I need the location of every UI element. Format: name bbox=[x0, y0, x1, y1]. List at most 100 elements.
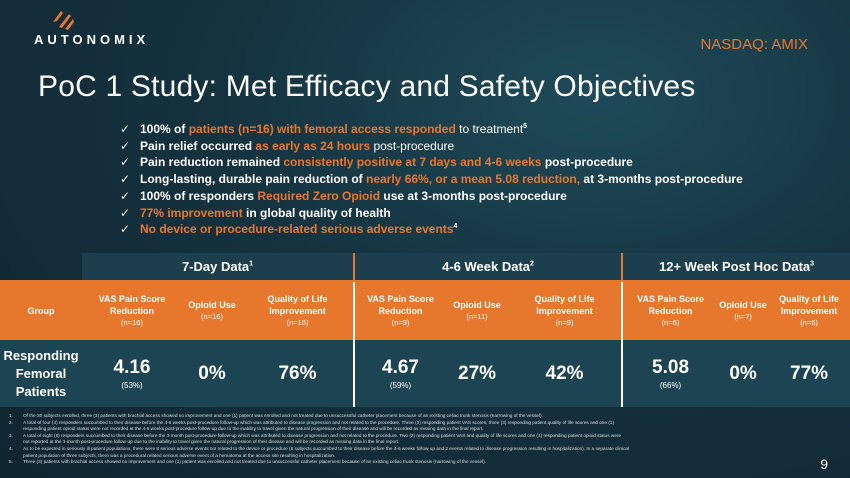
column-title: Opioid Use bbox=[453, 300, 501, 310]
cell-percent: (59%) bbox=[389, 381, 412, 390]
footnote: 4. As to be expected in seriously ill pat… bbox=[9, 446, 819, 453]
bullet-text: Pain reduction remained bbox=[140, 155, 284, 170]
footnote: 1. Of the 20 subjects enrolled, three (3)… bbox=[9, 413, 819, 420]
footnote: 3. A total of eight (8) responders succum… bbox=[9, 433, 819, 440]
column-header: VAS Pain Score Reduction (n=16) bbox=[82, 281, 182, 340]
footnote-number: 2. bbox=[9, 419, 13, 425]
table-cell: 42% bbox=[508, 340, 623, 407]
checkmark-icon: ✓ bbox=[120, 122, 131, 136]
table-cell: 76% bbox=[242, 340, 355, 407]
cell-value: 77% bbox=[790, 362, 829, 384]
bullet-text: 100% of responders bbox=[140, 188, 258, 203]
cell-value: 4.67 bbox=[382, 357, 419, 378]
footnote-text: A total of four (4) responders succumbed… bbox=[23, 419, 615, 425]
bullet-text: post-procedure bbox=[370, 138, 455, 153]
checkmark-icon: ✓ bbox=[120, 205, 131, 220]
footnotes: 1. Of the 20 subjects enrolled, three (3)… bbox=[9, 413, 819, 466]
column-title: Opioid Use bbox=[719, 300, 767, 310]
bullet-text: patients (n=16) with femoral access resp… bbox=[188, 122, 456, 136]
footnote-text: patient population of three subjects, th… bbox=[23, 452, 336, 458]
column-header: Quality of Life Improvement (n=16) bbox=[242, 281, 355, 340]
column-title: Quality of Life Improvement bbox=[534, 294, 595, 316]
footnote: patient population of three subjects, th… bbox=[9, 453, 819, 460]
column-sample-size: (n=9) bbox=[555, 318, 574, 327]
bullet-item: ✓ Pain reduction remained consistently po… bbox=[120, 154, 743, 171]
column-header: Opioid Use (n=7) bbox=[718, 281, 769, 340]
footnote-number: 5. bbox=[9, 459, 13, 465]
column-header: Opioid Use (n=11) bbox=[446, 281, 509, 340]
checkmark-icon: ✓ bbox=[120, 155, 131, 170]
cell-percent: (53%) bbox=[121, 381, 143, 390]
autonomix-mark-icon bbox=[53, 11, 74, 30]
column-header: VAS Pain Score Reduction (n=9) bbox=[353, 281, 447, 340]
cell-percent: (66%) bbox=[659, 381, 682, 390]
column-title: Quality of Life Improvement bbox=[779, 294, 840, 316]
footnote-text: Of the 20 subjects enrolled, three (3) p… bbox=[23, 413, 543, 418]
checkmark-icon: ✓ bbox=[120, 188, 131, 203]
group-sup: 1 bbox=[249, 260, 254, 268]
bullet-item: ✓ No device or procedure-related serious … bbox=[120, 221, 743, 238]
checkmark-icon: ✓ bbox=[120, 172, 131, 187]
row-label: Responding Femoral Patients bbox=[0, 340, 82, 407]
footnote-text: responding patient opioid status were no… bbox=[23, 426, 484, 432]
footnote-text: As to be expected in seriously ill patie… bbox=[23, 445, 630, 451]
group-header-row: 7-Day Data1 4-6 Week Data2 12+ Week Post… bbox=[0, 253, 850, 282]
table-cell: 0% bbox=[718, 340, 769, 407]
bullet-item: ✓ 100% of responders Required Zero Opioid… bbox=[120, 188, 743, 205]
bullet-text: in global quality of health bbox=[242, 205, 391, 220]
column-sample-size: (n=16) bbox=[201, 312, 223, 321]
group-sup: 2 bbox=[530, 260, 534, 268]
column-header: Opioid Use (n=16) bbox=[182, 281, 242, 340]
cell-value: 0% bbox=[198, 362, 226, 384]
bullet-text: as early as 24 hours bbox=[255, 138, 371, 153]
ticker: NASDAQ: AMIX bbox=[700, 36, 808, 53]
brand-name: AUTONOMIX bbox=[34, 32, 150, 47]
bullet-item: ✓ Pain relief occurred as early as 24 hou… bbox=[120, 138, 743, 155]
column-sample-size: (n=7) bbox=[734, 312, 752, 321]
column-title: Quality of Life Improvement bbox=[267, 294, 328, 316]
bullet-item: ✓ 100% of patients (n=16) with femoral ac… bbox=[120, 121, 743, 138]
footnote: 2. A total of four (4) responders succumb… bbox=[9, 420, 819, 427]
bullet-text: at 3-months post-procedure bbox=[580, 172, 743, 187]
group-label: 12+ Week Post Hoc Data bbox=[659, 259, 811, 274]
footnote-text: not reported at the 3-month post-procedu… bbox=[23, 439, 400, 445]
column-sample-size: (n=16) bbox=[286, 318, 309, 327]
column-header-row: Group VAS Pain Score Reduction (n=16) Opio… bbox=[0, 281, 850, 340]
checkmark-icon: ✓ bbox=[120, 138, 131, 153]
group-sup: 3 bbox=[810, 260, 815, 268]
footnote: responding patient opioid status were no… bbox=[9, 426, 819, 433]
table-cell: 77% bbox=[768, 340, 850, 407]
page-title: PoC 1 Study: Met Efficacy and Safety Obj… bbox=[38, 70, 696, 103]
column-header: Quality of Life Improvement (n=9) bbox=[508, 281, 623, 340]
bullet-text: nearly 66%, or a mean 5.08 reduction, bbox=[366, 172, 581, 187]
table-cell: 4.16 (53%) bbox=[82, 340, 182, 407]
column-header: Quality of Life Improvement (n=6) bbox=[768, 281, 850, 340]
results-table: 7-Day Data1 4-6 Week Data2 12+ Week Post… bbox=[0, 253, 850, 407]
bullet-text: Required Zero Opioid bbox=[257, 188, 381, 203]
cell-value: 42% bbox=[545, 362, 584, 384]
bullet-text: 100% of bbox=[140, 122, 189, 136]
column-title: VAS Pain Score Reduction bbox=[367, 294, 434, 316]
column-sample-size: (n=9) bbox=[391, 318, 410, 327]
footnote-ref: 5 bbox=[523, 123, 528, 130]
bullet-text: post-procedure bbox=[541, 155, 633, 170]
footnote-ref: 4 bbox=[453, 223, 458, 231]
cell-value: 27% bbox=[458, 362, 497, 384]
group-header-12week: 12+ Week Post Hoc Data3 bbox=[621, 253, 850, 282]
brand-logo: AUTONOMIX bbox=[34, 8, 150, 47]
footnote-number: 1. bbox=[9, 413, 13, 418]
column-title: VAS Pain Score Reduction bbox=[98, 294, 166, 316]
table-cell: 5.08 (66%) bbox=[621, 340, 719, 407]
column-sample-size: (n=6) bbox=[661, 318, 680, 327]
bullet-text: 77% improvement bbox=[140, 205, 243, 220]
footnote-text: Three (3) patients with brachial access … bbox=[23, 459, 487, 465]
bullet-text: Pain relief occurred bbox=[140, 138, 256, 153]
group-header-spacer bbox=[0, 253, 82, 282]
column-sample-size: (n=6) bbox=[800, 318, 818, 327]
bullet-text: consistently positive at 7 days and 4-6 … bbox=[283, 155, 542, 170]
bullet-item: ✓ 77% improvement in global quality of he… bbox=[120, 205, 743, 222]
footnote-number: 3. bbox=[9, 432, 13, 438]
group-header-7day: 7-Day Data1 bbox=[82, 253, 355, 282]
bullet-text: No device or procedure-related serious a… bbox=[140, 222, 454, 237]
footnote: 5. Three (3) patients with brachial acces… bbox=[9, 459, 819, 466]
